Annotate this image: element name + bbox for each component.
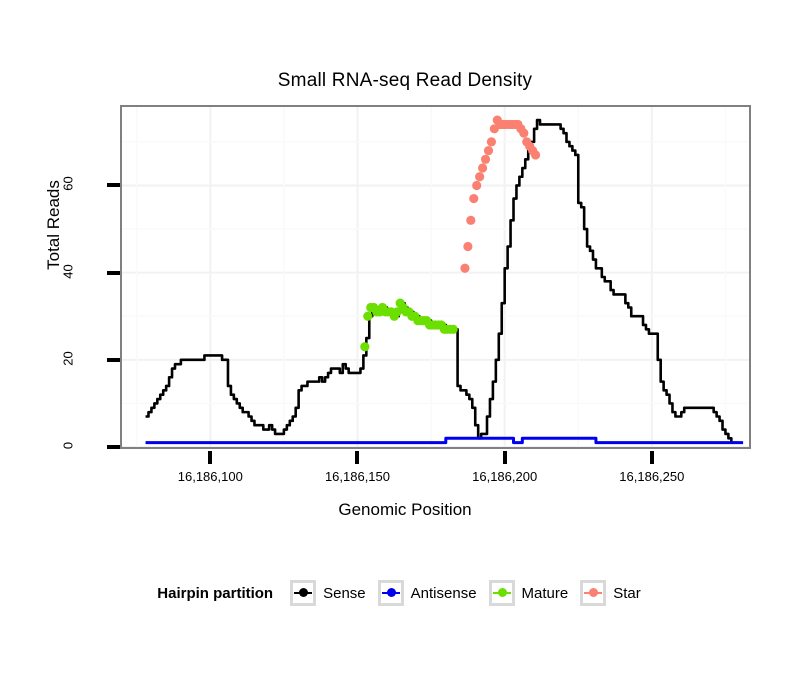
- legend-key-icon: [580, 580, 607, 606]
- y-tick-label: 60: [60, 176, 76, 192]
- legend-dot-glyph: [386, 588, 396, 597]
- legend-entry-sense[interactable]: Sense: [290, 580, 366, 606]
- y-tick-label: 40: [60, 263, 76, 279]
- chart-title: Small RNA-seq Read Density: [277, 70, 533, 91]
- legend-label: Star: [613, 584, 641, 602]
- legend-label: Sense: [323, 584, 366, 602]
- data-point: [475, 172, 485, 182]
- data-point: [448, 324, 458, 334]
- data-point: [463, 241, 473, 252]
- data-point: [466, 215, 476, 225]
- x-tick-mark: [355, 451, 360, 464]
- data-point: [363, 311, 373, 321]
- legend-dot-glyph: [497, 588, 507, 597]
- x-axis-title: Genomic Position: [338, 500, 472, 519]
- x-tick-mark: [502, 451, 507, 464]
- y-tick-mark: [107, 270, 120, 275]
- series-points-mature: [360, 298, 458, 352]
- data-point: [360, 342, 370, 352]
- series-line-antisense: [145, 436, 744, 445]
- data-point: [486, 137, 497, 147]
- x-tick-label: 16,186,200: [472, 469, 538, 484]
- series-points-star: [460, 115, 541, 273]
- legend-entry-star[interactable]: Star: [580, 580, 641, 606]
- x-tick-label: 16,186,100: [177, 469, 243, 484]
- y-tick-label: 20: [60, 351, 76, 366]
- x-tick-mark: [208, 451, 213, 464]
- data-point: [480, 154, 491, 164]
- y-tick-label: 0: [60, 441, 76, 450]
- data-point: [530, 150, 541, 160]
- y-tick-mark: [107, 183, 120, 188]
- legend-entry-mature[interactable]: Mature: [488, 580, 569, 606]
- legend-dot-glyph: [299, 588, 309, 597]
- legend-key-icon: [290, 580, 317, 606]
- legend-dot-glyph: [589, 588, 599, 597]
- chart-legend: Hairpin partition Sense Antisense Mature St…: [0, 580, 810, 606]
- legend-label: Mature: [521, 584, 569, 602]
- y-tick-mark: [107, 357, 120, 362]
- data-point: [469, 193, 479, 204]
- legend-key-icon: [488, 580, 515, 606]
- x-tick-mark: [649, 451, 654, 464]
- series-line-sense: [145, 118, 738, 444]
- data-point: [478, 163, 488, 173]
- gridlines: [122, 107, 749, 447]
- data-point: [519, 128, 529, 138]
- y-axis-title: Total Reads: [44, 180, 63, 270]
- x-tick-label: 16,186,150: [324, 469, 391, 484]
- data-point: [472, 180, 482, 191]
- x-tick-label: 16,186,250: [619, 469, 685, 484]
- legend-key-icon: [377, 580, 404, 606]
- legend-label: Antisense: [410, 584, 477, 602]
- plot-panel: [120, 105, 751, 449]
- data-point: [483, 145, 494, 156]
- legend-entries: Sense Antisense Mature Star: [290, 580, 653, 606]
- legend-entry-antisense[interactable]: Antisense: [377, 580, 477, 606]
- data-point: [460, 263, 470, 273]
- plot-canvas: [122, 107, 749, 447]
- y-tick-mark: [107, 445, 120, 449]
- legend-title: Hairpin partition: [157, 584, 274, 602]
